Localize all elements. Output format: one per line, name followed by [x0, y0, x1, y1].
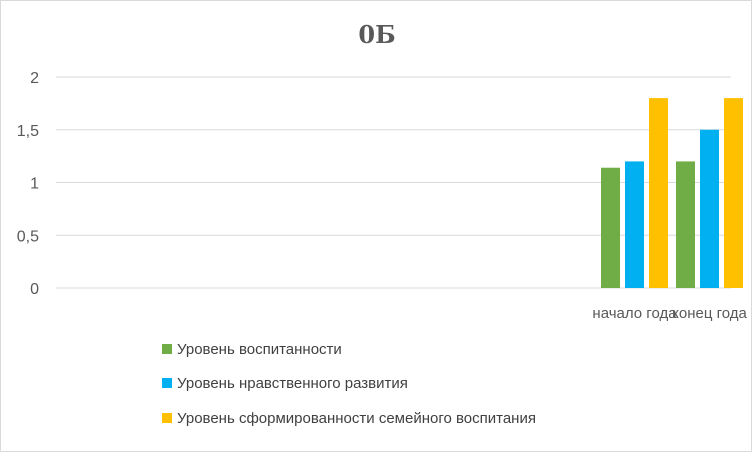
y-tick-label: 1	[30, 176, 39, 193]
y-tick-label: 2	[30, 70, 39, 87]
legend-item: Уровень сформированности семейного воспи…	[162, 410, 536, 427]
bar	[676, 161, 695, 288]
y-tick-label: 0,5	[17, 228, 39, 245]
bar	[700, 129, 719, 288]
y-tick-label: 1,5	[17, 123, 39, 140]
legend-item: Уровень воспитанности	[162, 341, 342, 358]
legend: Уровень воспитанности Уровень нравственно…	[162, 341, 536, 427]
legend-label: Уровень нравственного развития	[177, 375, 408, 392]
y-axis-ticks: 0 0,5 1 1,5 2	[17, 70, 39, 298]
y-tick-label: 0	[30, 281, 39, 298]
legend-label: Уровень сформированности семейного воспи…	[177, 410, 536, 427]
x-category-label: конец года	[672, 305, 747, 322]
chart-title: 0Б	[358, 20, 395, 49]
bar	[724, 98, 743, 288]
legend-swatch	[162, 378, 172, 388]
bars	[601, 98, 743, 288]
bar	[601, 167, 620, 288]
legend-swatch	[162, 413, 172, 423]
x-category-label: начало года	[592, 305, 677, 322]
legend-item: Уровень нравственного развития	[162, 375, 408, 392]
legend-label: Уровень воспитанности	[177, 341, 342, 358]
bar	[625, 161, 644, 288]
bar	[649, 98, 668, 288]
legend-swatch	[162, 344, 172, 354]
